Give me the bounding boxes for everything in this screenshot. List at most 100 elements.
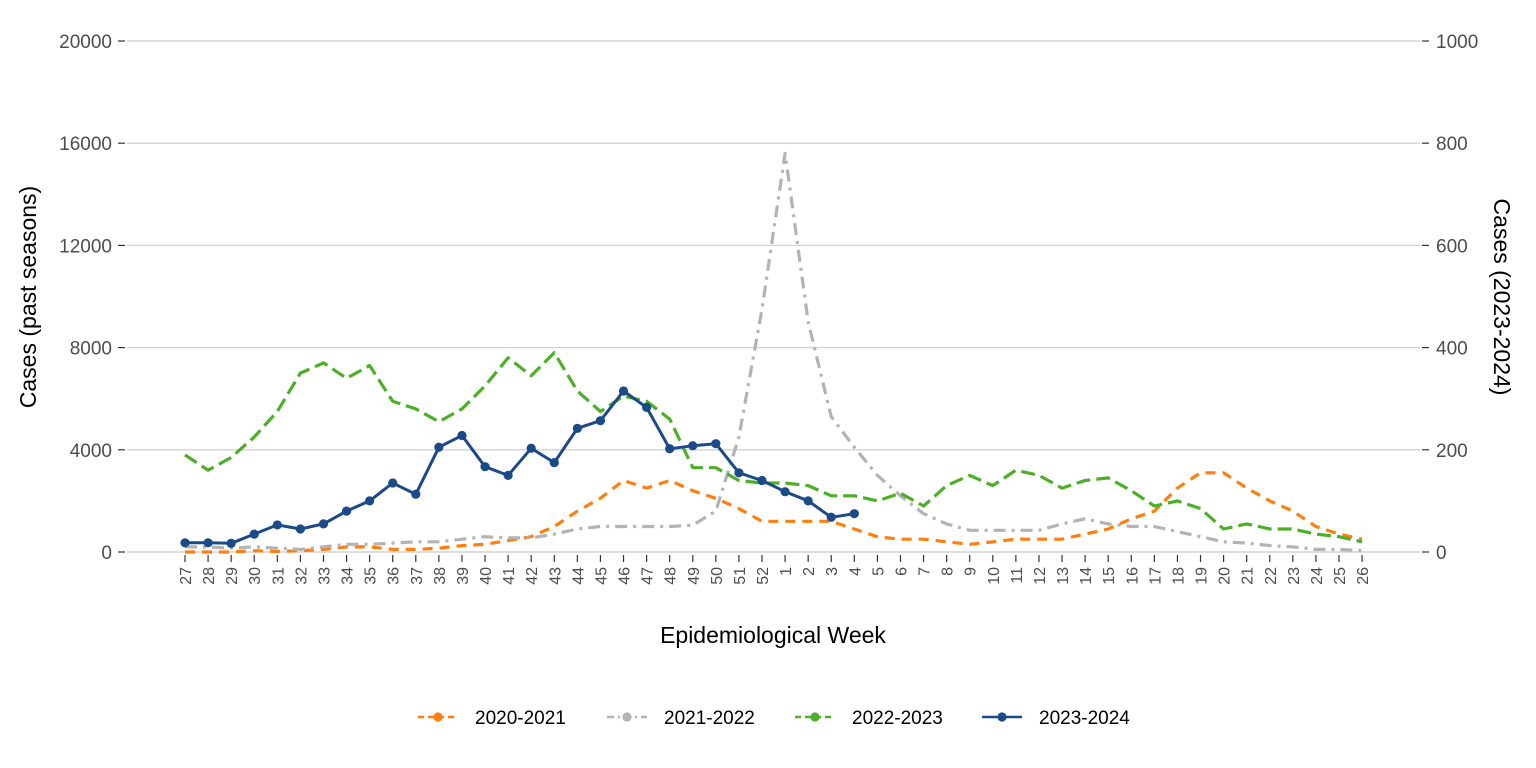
x-tick-label: 31 (270, 567, 287, 585)
x-tick-label: 47 (640, 567, 657, 585)
x-tick-label: 1 (778, 567, 795, 576)
x-tick-label: 15 (1101, 567, 1118, 585)
x-tick-label: 12 (1032, 567, 1049, 585)
legend-marker (810, 712, 820, 722)
x-tick-label: 7 (917, 567, 934, 576)
series-line (185, 151, 1363, 553)
right-y-tick-label: 0 (1436, 543, 1447, 564)
left-y-tick-label: 8000 (70, 339, 112, 360)
x-tick-label: 2 (801, 567, 818, 576)
legend-label: 2021-2022 (664, 708, 755, 729)
x-tick-label: 43 (547, 567, 564, 585)
legend-label: 2023-2024 (1039, 708, 1130, 729)
legend: 2020-2021 2021-2022 2022-2023 2023-2024 (418, 708, 1130, 729)
data-point (203, 538, 213, 548)
legend-item: 2022-2023 (795, 708, 943, 729)
left-y-axis-title: Cases (past seasons) (15, 186, 41, 408)
right-y-axis: 0 200 400 600 800 1000 (1422, 32, 1478, 564)
series-line (185, 389, 855, 545)
data-point (826, 512, 836, 522)
series-2020-2021 (185, 471, 1363, 554)
right-y-tick-label: 800 (1436, 134, 1468, 155)
data-point (803, 496, 813, 506)
x-tick-label: 48 (663, 567, 680, 585)
x-tick-label: 29 (224, 567, 241, 585)
left-y-tick-label: 20000 (59, 32, 112, 53)
data-point (503, 470, 513, 480)
legend-item: 2023-2024 (982, 708, 1130, 729)
data-point (526, 443, 536, 453)
left-y-tick-label: 16000 (59, 134, 112, 155)
x-tick-label: 23 (1286, 567, 1303, 585)
x-tick-label: 52 (755, 567, 772, 585)
legend-item: 2020-2021 (418, 708, 566, 729)
x-tick-label: 21 (1240, 567, 1257, 585)
data-point (665, 444, 675, 454)
series-line (185, 471, 1363, 554)
x-tick-label: 9 (963, 567, 980, 576)
x-tick-label: 39 (455, 567, 472, 585)
data-point (734, 468, 744, 478)
data-point (434, 442, 444, 452)
legend-marker (997, 712, 1007, 722)
data-point (618, 386, 629, 396)
gridlines (127, 40, 1420, 553)
x-tick-label: 45 (593, 567, 610, 585)
data-point (642, 402, 652, 412)
data-point (365, 496, 375, 506)
data-point (411, 489, 421, 499)
data-point (572, 423, 582, 433)
x-tick-label: 11 (1009, 567, 1026, 584)
x-axis-title: Epidemiological Week (660, 622, 886, 648)
x-tick-label: 8 (940, 567, 957, 576)
x-tick-label: 35 (363, 567, 380, 585)
x-tick-label: 50 (709, 567, 726, 585)
data-point (226, 538, 236, 548)
x-tick-label: 37 (409, 567, 426, 585)
right-y-tick-label: 1000 (1436, 32, 1478, 53)
data-point (388, 478, 398, 488)
x-tick-label: 32 (293, 567, 310, 585)
legend-label: 2022-2023 (852, 708, 943, 729)
x-tick-label: 46 (617, 567, 634, 585)
x-tick-label: 27 (178, 567, 195, 585)
x-tick-label: 3 (824, 567, 841, 576)
x-tick-label: 19 (1194, 567, 1211, 585)
left-y-tick-label: 4000 (70, 441, 112, 462)
data-point (688, 441, 698, 451)
x-tick-label: 17 (1147, 567, 1164, 585)
x-tick-label: 10 (986, 567, 1003, 585)
data-point (341, 506, 352, 516)
legend-marker (433, 712, 443, 722)
legend-label: 2020-2021 (475, 708, 566, 729)
x-tick-label: 13 (1055, 567, 1072, 585)
series-layer (180, 151, 1363, 554)
data-point (711, 439, 721, 449)
series-2022-2023 (184, 351, 1363, 544)
x-tick-label: 24 (1309, 567, 1326, 585)
data-point (595, 416, 606, 426)
legend-item: 2021-2022 (607, 708, 755, 729)
series-line (184, 351, 1363, 544)
x-tick-label: 30 (247, 567, 264, 585)
x-tick-label: 20 (1217, 567, 1234, 585)
data-point (849, 509, 859, 519)
right-y-tick-label: 200 (1436, 441, 1468, 462)
x-axis: 27 28 29 30 31 32 33 34 35 36 37 38 39 40 41 42 43 44 45 46… (178, 555, 1372, 585)
x-tick-label: 25 (1332, 567, 1349, 585)
x-tick-label: 36 (386, 567, 403, 585)
x-tick-label: 18 (1170, 567, 1187, 585)
x-tick-label: 33 (316, 567, 333, 585)
left-y-tick-label: 0 (101, 543, 112, 564)
series-2023-2024 (180, 386, 859, 548)
data-point (180, 538, 190, 548)
x-tick-label: 49 (686, 567, 703, 585)
data-point (480, 462, 490, 472)
left-y-tick-label: 12000 (59, 236, 112, 257)
x-tick-label: 42 (524, 567, 541, 585)
x-tick-label: 34 (340, 567, 357, 585)
data-point (757, 475, 767, 486)
right-y-tick-label: 600 (1436, 236, 1468, 257)
